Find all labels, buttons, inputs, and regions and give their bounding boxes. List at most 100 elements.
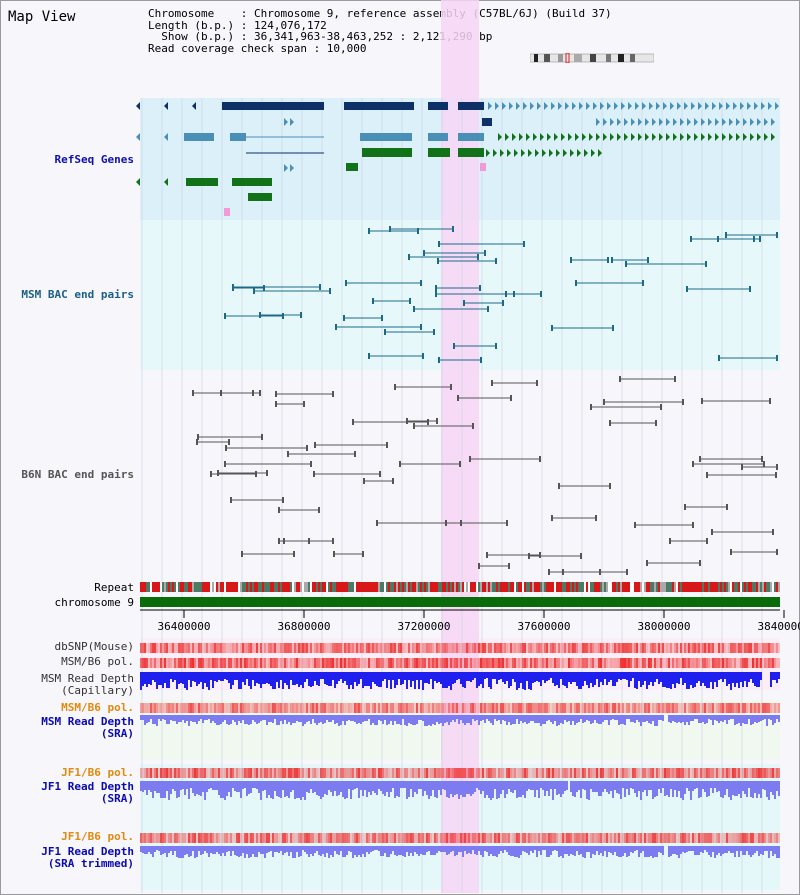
depth-bar: [670, 846, 672, 856]
heat-cell: [386, 768, 388, 778]
depth-bar: [738, 672, 740, 688]
heat-cell: [214, 643, 216, 653]
heat-cell: [772, 658, 774, 668]
heat-cell: [404, 643, 406, 653]
repeat-mark: [470, 582, 472, 592]
heat-cell: [442, 658, 444, 668]
depth-bar: [642, 672, 644, 685]
heat-cell: [548, 833, 550, 843]
depth-bar: [356, 781, 358, 788]
depth-bar: [274, 715, 276, 719]
heat-cell: [454, 703, 456, 713]
heat-cell: [190, 658, 192, 668]
gene-arrow: [694, 133, 698, 141]
heat-cell: [180, 658, 182, 668]
depth-bar: [344, 672, 346, 681]
heat-cell: [542, 643, 544, 653]
depth-bar: [680, 846, 682, 854]
repeat-mark: [680, 582, 682, 592]
heat-cell: [386, 703, 388, 713]
heat-cell: [616, 833, 618, 843]
heat-cell: [336, 658, 338, 668]
heat-cell: [236, 833, 238, 843]
heat-cell: [684, 768, 686, 778]
depth-bar: [274, 846, 276, 852]
depth-bar: [654, 715, 656, 726]
depth-bar: [516, 715, 518, 719]
jf1-depth-sra-label-2: (SRA): [100, 792, 134, 805]
heat-cell: [142, 658, 144, 668]
depth-bar: [430, 715, 432, 726]
heat-cell: [314, 643, 316, 653]
heat-cell: [484, 643, 486, 653]
heat-cell: [288, 833, 290, 843]
repeat-mark: [420, 582, 422, 592]
heat-cell: [316, 768, 318, 778]
gene-block: [222, 102, 324, 110]
heat-cell: [366, 833, 368, 843]
heat-cell: [164, 643, 166, 653]
depth-bar: [246, 781, 248, 796]
depth-bar: [726, 781, 728, 789]
depth-bar: [612, 672, 614, 686]
heat-cell: [664, 658, 666, 668]
heat-cell: [592, 833, 594, 843]
heat-cell: [566, 833, 568, 843]
depth-bar: [524, 715, 526, 722]
gene-arrow: [284, 118, 288, 126]
bac-pair-end: [607, 257, 609, 263]
heat-cell: [156, 703, 158, 713]
depth-bar: [396, 846, 398, 856]
heat-cell: [298, 768, 300, 778]
heat-cell: [422, 703, 424, 713]
heat-cell: [714, 658, 716, 668]
heat-cell: [174, 768, 176, 778]
heat-cell: [306, 703, 308, 713]
heat-cell: [236, 658, 238, 668]
depth-bar: [552, 715, 554, 724]
depth-bar: [266, 715, 268, 725]
heat-cell: [728, 643, 730, 653]
heat-cell: [354, 658, 356, 668]
heat-cell: [772, 768, 774, 778]
heat-cell: [512, 768, 514, 778]
bac-pair-end: [197, 434, 199, 440]
depth-bar: [246, 846, 248, 854]
heat-cell: [398, 768, 400, 778]
heat-cell: [544, 643, 546, 653]
depth-bar: [314, 846, 316, 853]
heat-cell: [312, 833, 314, 843]
chromosome-ideogram[interactable]: [530, 53, 654, 63]
depth-bar: [436, 672, 438, 683]
heat-cell: [144, 703, 146, 713]
heat-cell: [340, 658, 342, 668]
depth-bar: [464, 715, 466, 725]
heat-cell: [634, 658, 636, 668]
depth-bar: [620, 715, 622, 724]
gene-block: [344, 102, 414, 110]
gene-arrow: [551, 102, 555, 110]
heat-cell: [566, 768, 568, 778]
heat-cell: [514, 703, 516, 713]
depth-bar: [712, 672, 714, 689]
heat-cell: [512, 643, 514, 653]
heat-cell: [292, 833, 294, 843]
gene-block: [224, 208, 230, 216]
heat-cell: [500, 768, 502, 778]
repeat-mark: [556, 582, 558, 592]
depth-bar: [340, 781, 342, 792]
heat-cell: [224, 833, 226, 843]
gene-arrow: [572, 102, 576, 110]
depth-bar: [724, 715, 726, 720]
heat-cell: [526, 833, 528, 843]
bac-pair-end: [287, 451, 289, 457]
gene-arrow: [757, 133, 761, 141]
heat-cell: [632, 658, 634, 668]
depth-bar: [254, 715, 256, 722]
depth-bar: [382, 672, 384, 681]
bac-pair-end: [420, 280, 422, 286]
heat-cell: [452, 703, 454, 713]
depth-bar: [202, 715, 204, 723]
bac-pair-end: [484, 250, 486, 256]
